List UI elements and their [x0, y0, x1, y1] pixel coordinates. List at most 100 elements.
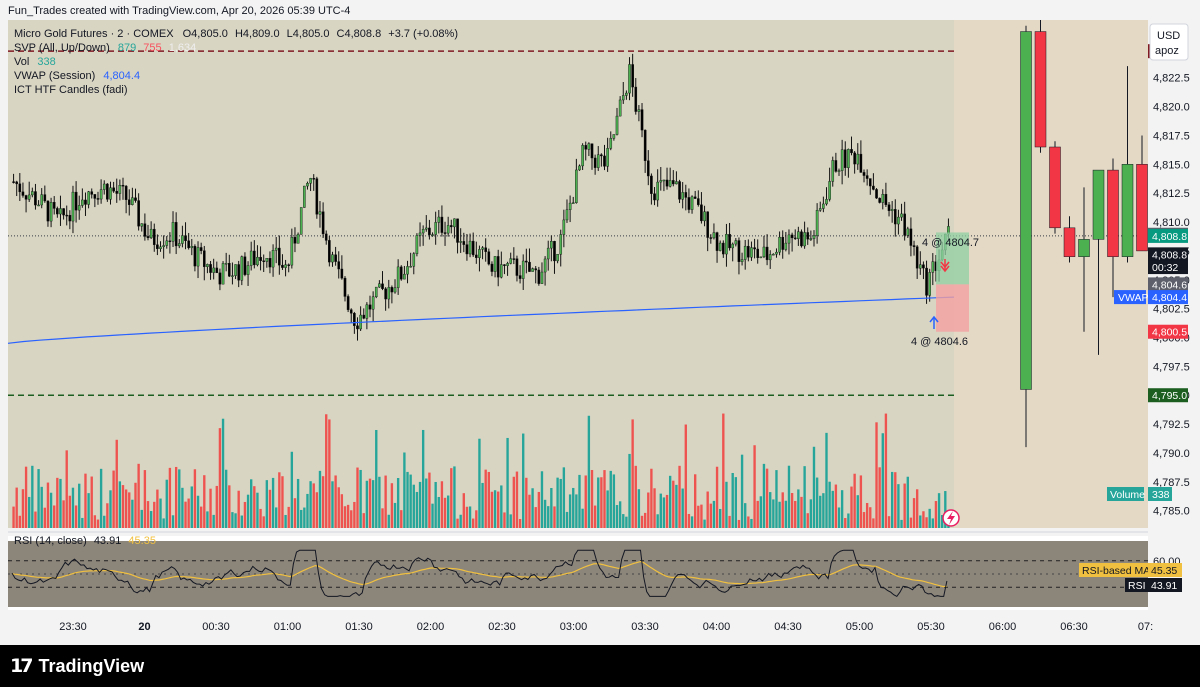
indicator-svp[interactable]: SVP (All, Up/Down) 879 755 1,634	[14, 42, 196, 54]
candle-body	[646, 160, 650, 177]
volume-bar	[265, 480, 269, 528]
main-pane[interactable]	[8, 20, 954, 528]
fill-annotation-top: 4 @ 4804.7	[922, 237, 979, 249]
candle-body	[931, 261, 935, 273]
volume-bar	[637, 489, 641, 528]
candle-body	[146, 236, 150, 239]
volume-bar	[212, 514, 215, 528]
tradingview-logo[interactable]: 17 TradingView	[10, 653, 144, 679]
volume-bar	[725, 481, 728, 528]
indicator-vol[interactable]: Vol 338	[14, 56, 56, 68]
volume-bar	[393, 502, 397, 528]
volume-bar	[256, 492, 259, 528]
volume-bar	[756, 500, 759, 528]
chart-canvas[interactable]: 4,822.5 4,820.0 4,817.5 4,815.0 4,812.5 4,810…	[0, 0, 1200, 645]
volume-bar	[556, 477, 559, 528]
candle-body	[496, 256, 500, 278]
candle-body	[306, 183, 309, 187]
volume-bar	[228, 485, 231, 528]
candle-body	[240, 256, 244, 281]
candle-body	[775, 251, 778, 255]
volume-bar	[406, 471, 409, 528]
volume-bar	[822, 493, 825, 528]
volume-bar	[540, 471, 544, 528]
candle-body	[177, 243, 181, 247]
volume-bar	[262, 516, 265, 528]
time-tick-label: 03:00	[560, 621, 588, 633]
volume-bar	[534, 507, 537, 528]
volume-bar	[165, 479, 168, 528]
candle-body	[152, 228, 156, 245]
volume-bar	[528, 494, 531, 528]
candle-body	[331, 254, 334, 263]
volume-bar	[124, 489, 128, 528]
volume-bar	[153, 501, 156, 528]
price-tick-label: 4,790.0	[1153, 448, 1190, 460]
volume-bar	[271, 477, 275, 528]
volume-bar	[609, 470, 612, 528]
volume-bar	[750, 518, 753, 528]
candle-body	[106, 183, 109, 200]
time-tick-label: 05:30	[917, 621, 945, 633]
candle-body	[90, 191, 94, 195]
volume-bar	[71, 487, 75, 528]
candle-body	[797, 231, 800, 239]
candle-body	[543, 258, 547, 273]
candle-body	[750, 247, 753, 258]
candle-body	[99, 189, 103, 200]
volume-bar	[944, 491, 947, 528]
indicator-ict-htf[interactable]: ICT HTF Candles (fadi)	[14, 84, 128, 96]
tradingview-logo-icon: 17	[10, 655, 34, 677]
candle-body	[31, 191, 34, 196]
candle-body	[468, 240, 472, 255]
candle-body	[584, 145, 588, 150]
candle-body	[62, 208, 65, 216]
candle-body	[24, 195, 28, 200]
candle-body	[181, 235, 184, 244]
candle-body	[603, 155, 606, 167]
volume-bar	[440, 481, 444, 528]
htf-candle-pane[interactable]	[954, 20, 1148, 528]
volume-bar	[74, 505, 78, 528]
candle-body	[428, 227, 431, 236]
candle-body	[634, 86, 638, 112]
volume-bar	[897, 484, 900, 528]
candle-body	[168, 240, 172, 243]
currency-box[interactable]	[1149, 23, 1189, 61]
candle-body	[109, 187, 112, 200]
candle-body	[384, 288, 387, 300]
volume-bar	[794, 500, 797, 528]
indicator-rsi[interactable]: RSI (14, close) 43.91 45.35	[14, 535, 156, 547]
candle-body	[803, 232, 806, 247]
price-tick-label: 4,815.0	[1153, 159, 1190, 171]
volume-bar	[246, 494, 250, 528]
volume-bar	[446, 495, 450, 528]
lightning-icon[interactable]	[942, 509, 960, 527]
candle-body	[334, 254, 337, 262]
volume-bar	[672, 480, 675, 528]
volume-bar	[443, 497, 447, 528]
candle-body	[600, 154, 603, 157]
volume-bar	[90, 476, 93, 528]
volume-bar	[765, 468, 769, 528]
candle-body	[71, 191, 75, 222]
volume-bar	[643, 512, 647, 528]
vwap-line-group	[7, 296, 955, 344]
volume-bar	[62, 500, 65, 528]
volume-bar	[700, 504, 703, 528]
volume-bar	[465, 506, 469, 528]
candle-body	[909, 228, 913, 246]
time-tick-label: 01:30	[345, 621, 373, 633]
volume-bar	[284, 514, 287, 528]
candle-body	[256, 256, 259, 266]
volume-bar	[518, 518, 522, 528]
candle-body	[503, 264, 506, 266]
volume-bar	[606, 490, 609, 528]
symbol-line[interactable]: Micro Gold Futures · 2 · COMEX O4,805.0 …	[14, 28, 458, 40]
volume-bar	[112, 470, 115, 528]
candle-body	[834, 160, 838, 172]
volume-bar	[919, 515, 922, 528]
volume-bar	[437, 496, 440, 528]
indicator-vwap[interactable]: VWAP (Session) 4,804.4	[14, 70, 140, 82]
fill-annotation-bottom: 4 @ 4804.6	[911, 336, 968, 348]
